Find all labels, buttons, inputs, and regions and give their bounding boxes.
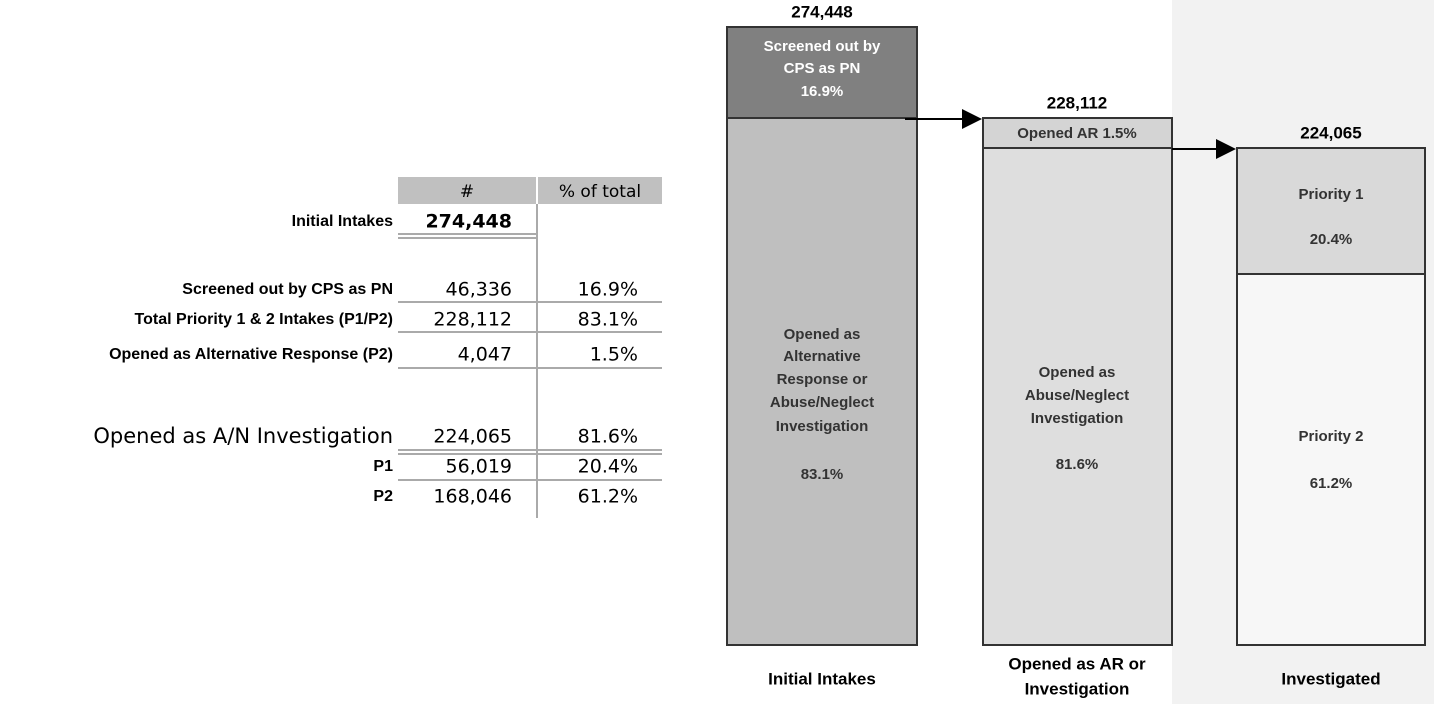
segment-text: 61.2% [1310, 475, 1353, 492]
segment-text: 16.9% [801, 83, 844, 100]
count: 4,047 [458, 344, 512, 366]
header: # [460, 182, 474, 202]
segment-text: Opened as [784, 326, 861, 343]
segment [726, 117, 918, 646]
segment-text: Investigation [776, 418, 869, 435]
segment-text: 83.1% [801, 466, 844, 483]
count: 56,019 [446, 456, 512, 478]
segment-text: Opened AR 1.5% [1017, 125, 1136, 142]
segment-text: Abuse/Neglect [770, 394, 874, 411]
percent: 81.6% [578, 426, 638, 448]
percent: 83.1% [578, 309, 638, 331]
row-label: Opened as A/N Investigation [93, 424, 393, 448]
row-label: P1 [373, 458, 393, 475]
column-label: Investigated [1281, 669, 1380, 688]
column-label: Opened as AR or [1008, 654, 1146, 673]
segment [1236, 273, 1426, 646]
count: 274,448 [425, 211, 512, 233]
segment-text: Abuse/Neglect [1025, 387, 1129, 404]
segment-text: CPS as PN [784, 60, 861, 77]
header-cell [538, 177, 662, 204]
header: % of total [559, 182, 641, 202]
segment-text: Alternative [783, 348, 861, 365]
segment [1236, 147, 1426, 275]
row-label: Opened as Alternative Response (P2) [109, 346, 393, 363]
row-label: Total Priority 1 & 2 Intakes (P1/P2) [135, 311, 393, 328]
count: 46,336 [446, 279, 512, 301]
segment-text: 20.4% [1310, 231, 1353, 248]
count: 224,065 [433, 426, 512, 448]
percent: 61.2% [578, 486, 638, 508]
segment [982, 147, 1173, 646]
segment-text: 81.6% [1056, 456, 1099, 473]
count: 168,046 [433, 486, 512, 508]
segment [982, 117, 1173, 149]
header-cell [398, 177, 536, 204]
percent: 16.9% [578, 279, 638, 301]
column-label: Investigation [1025, 679, 1130, 698]
total: 274,448 [791, 2, 852, 21]
row-label: Screened out by CPS as PN [182, 281, 393, 298]
total: 228,112 [1047, 93, 1108, 112]
row-label: P2 [373, 488, 393, 505]
percent: 20.4% [578, 456, 638, 478]
column-label: Initial Intakes [768, 669, 876, 688]
segment-text: Priority 1 [1298, 186, 1363, 203]
count: 228,112 [433, 309, 512, 331]
segment-text: Screened out by [764, 38, 881, 55]
total: 224,065 [1300, 123, 1361, 142]
segment-text: Response or [777, 371, 868, 388]
segment-text: Opened as [1039, 364, 1116, 381]
segment-text: Investigation [1031, 410, 1124, 427]
segment [726, 26, 918, 119]
segment-text: Priority 2 [1298, 428, 1363, 445]
percent: 1.5% [590, 344, 638, 366]
row-label: Initial Intakes [292, 213, 393, 230]
